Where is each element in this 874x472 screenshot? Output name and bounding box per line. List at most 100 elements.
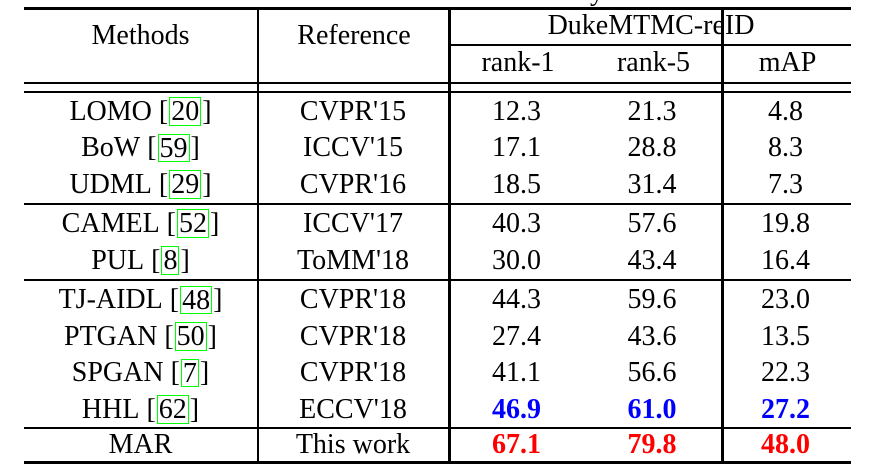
- method-cell: PTGAN[50]: [24, 318, 257, 355]
- reference-cell: ToMM'18: [297, 244, 409, 276]
- cite-bracket-open: [: [164, 320, 174, 352]
- method-name: HHL: [81, 393, 140, 425]
- method-name: UDML: [69, 168, 152, 200]
- map-cell: 8.3: [768, 132, 803, 163]
- rank5-cell: 43.6: [627, 320, 677, 352]
- table-row-ptgan: PTGAN[50] CVPR'18 27.4 43.6 13.5: [24, 318, 851, 355]
- dataset-header-underline: [449, 44, 851, 47]
- header-double-rule-upper: [24, 82, 851, 85]
- rank5-cell: 21.3: [627, 95, 677, 127]
- group-separator-rule-3: [24, 427, 851, 430]
- rank5-cell: 28.8: [627, 132, 677, 163]
- method-cell: LOMO[20]: [24, 93, 257, 130]
- cite-bracket-close: ]: [199, 357, 210, 388]
- cite-bracket-close: ]: [180, 244, 190, 276]
- rank1-column-header: rank-1: [481, 47, 555, 78]
- dataset-header: DukeMTMC-reID: [547, 9, 755, 41]
- table-row-lomo: LOMO[20] CVPR'15 12.3 21.3 4.8: [24, 93, 851, 130]
- method-name: TJ-AIDL: [58, 284, 163, 315]
- cite-bracket-open: [: [169, 284, 180, 315]
- reference-cell: CVPR'18: [299, 284, 407, 315]
- rank1-cell: 40.3: [492, 207, 541, 239]
- rank5-cell: 57.6: [627, 207, 677, 239]
- map-cell: 4.8: [768, 95, 803, 127]
- table-top-rule: [24, 7, 851, 10]
- methods-column-header: Methods: [91, 20, 190, 51]
- cite-bracket-close: ]: [202, 95, 212, 127]
- rank5-cell: 79.8: [627, 428, 677, 460]
- citation-link[interactable]: 50: [174, 321, 207, 353]
- method-cell: TJ-AIDL[48]: [24, 282, 257, 319]
- reference-cell: CVPR'16: [299, 168, 407, 200]
- method-name: CAMEL: [61, 207, 160, 239]
- rank1-cell: 17.1: [492, 132, 541, 163]
- rank1-cell: 30.0: [492, 244, 541, 276]
- clipped-caption-artifact: y: [588, 0, 608, 6]
- method-cell: SPGAN[7]: [24, 355, 257, 392]
- map-cell: 7.3: [768, 168, 803, 200]
- map-cell: 22.3: [761, 357, 810, 388]
- cite-bracket-close: ]: [207, 320, 217, 352]
- map-cell: 16.4: [761, 244, 810, 276]
- reference-cell: ECCV'18: [299, 393, 407, 425]
- citation-link[interactable]: 52: [177, 208, 209, 240]
- map-cell: 23.0: [761, 284, 810, 315]
- citation-link[interactable]: 20: [169, 96, 202, 128]
- reference-cell: ICCV'17: [303, 207, 403, 239]
- cite-bracket-close: ]: [189, 393, 200, 425]
- citation-link[interactable]: 8: [161, 245, 180, 277]
- rank5-cell: 31.4: [627, 168, 677, 200]
- rank1-cell: 27.4: [492, 320, 541, 352]
- method-cell: CAMEL[52]: [24, 205, 257, 242]
- map-cell: 19.8: [761, 207, 810, 239]
- cite-bracket-open: [: [151, 244, 161, 276]
- table-row-spgan: SPGAN[7] CVPR'18 41.1 56.6 22.3: [24, 355, 851, 392]
- table-row-bow: BoW[59] ICCV'15 17.1 28.8 8.3: [24, 130, 851, 167]
- method-name: PTGAN: [64, 320, 158, 352]
- vertical-rule-reference: [448, 7, 451, 464]
- cite-bracket-open: [: [146, 393, 156, 425]
- reference-cell: CVPR'18: [299, 357, 407, 388]
- reference-cell: CVPR'15: [299, 95, 407, 127]
- rank5-column-header: rank-5: [616, 47, 691, 78]
- table-row-camel: CAMEL[52] ICCV'17 40.3 57.6 19.8: [24, 205, 851, 242]
- method-name: PUL: [91, 244, 145, 276]
- reference-cell: CVPR'18: [299, 320, 407, 352]
- vertical-rule-map: [721, 7, 724, 464]
- rank1-cell: 67.1: [492, 428, 541, 460]
- cite-bracket-open: [: [170, 357, 180, 388]
- cite-bracket-open: [: [166, 207, 176, 239]
- method-cell: PUL[8]: [24, 242, 257, 279]
- citation-link[interactable]: 29: [169, 169, 202, 201]
- method-cell: MAR: [24, 427, 257, 462]
- rank1-cell: 18.5: [492, 168, 541, 200]
- method-name: BoW: [81, 132, 141, 163]
- cite-bracket-open: [: [158, 95, 169, 127]
- vertical-rule-methods: [257, 7, 260, 464]
- reference-column-header: Reference: [297, 20, 411, 51]
- group-separator-rule-1: [24, 203, 851, 206]
- method-name: LOMO: [69, 95, 152, 127]
- citation-link[interactable]: 48: [180, 284, 213, 316]
- clipped-caption-glyph: y: [590, 0, 604, 6]
- table-bottom-rule: [24, 461, 851, 464]
- citation-link[interactable]: 62: [156, 394, 189, 426]
- cite-bracket-close: ]: [190, 132, 200, 163]
- rank5-cell: 61.0: [627, 393, 677, 425]
- method-cell: UDML[29]: [24, 166, 257, 203]
- rank5-cell: 56.6: [627, 357, 677, 388]
- method-name: MAR: [108, 428, 173, 460]
- rank1-cell: 41.1: [492, 357, 541, 388]
- table-row-hhl: HHL[62] ECCV'18 46.9 61.0 27.2: [24, 391, 851, 428]
- citation-link[interactable]: 59: [157, 132, 190, 164]
- method-name: SPGAN: [71, 357, 164, 388]
- rank1-cell: 12.3: [492, 95, 541, 127]
- group-separator-rule-2: [24, 279, 851, 282]
- map-column-header: mAP: [758, 47, 817, 78]
- rank5-cell: 59.6: [627, 284, 677, 315]
- rank5-cell: 43.4: [627, 244, 677, 276]
- table-row-mar: MAR This work 67.1 79.8 48.0: [24, 427, 851, 462]
- citation-link[interactable]: 7: [180, 357, 199, 389]
- map-cell: 13.5: [761, 320, 810, 352]
